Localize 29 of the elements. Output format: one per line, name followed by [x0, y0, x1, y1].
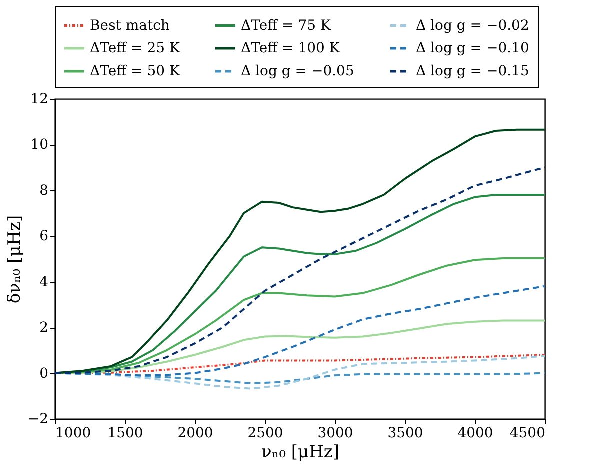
line-series	[54, 285, 546, 377]
x-tick-label: 2500	[248, 426, 284, 442]
legend-label: Δ log g = −0.15	[416, 64, 530, 80]
y-tick-label: 10	[30, 137, 48, 154]
legend-label: Best match	[90, 18, 170, 34]
y-axis-title: δνₙ₀ [μHz]	[4, 215, 25, 304]
legend-label: Δ log g = −0.02	[416, 18, 530, 34]
legend-label: Δ log g = −0.10	[416, 40, 530, 56]
y-tick-label: 12	[30, 92, 48, 108]
x-tick-label: 2000	[178, 426, 214, 442]
y-tick-label: 6	[40, 228, 49, 245]
y-tick-label: −2	[28, 412, 48, 428]
legend-label: ΔTeff = 100 K	[241, 40, 340, 56]
legend-label: ΔTeff = 25 K	[90, 40, 180, 56]
x-tick-label: 4500	[510, 426, 546, 442]
x-tick-label: 3000	[318, 426, 354, 442]
y-tick-label: 2	[40, 320, 48, 336]
legend-label: Δ log g = −0.05	[241, 64, 354, 80]
legend-label: ΔTeff = 50 K	[90, 64, 180, 80]
x-tick-label: 3500	[388, 426, 424, 442]
legend-label: ΔTeff = 75 K	[241, 18, 332, 34]
y-tick-label: 0	[40, 366, 48, 382]
x-axis-title: νₙ₀ [μHz]	[261, 442, 340, 462]
y-tick-label: 4	[40, 274, 49, 290]
x-tick-label: 1000	[56, 426, 92, 442]
x-tick-label: 1500	[108, 426, 144, 442]
line-series	[54, 128, 546, 374]
x-tick-label: 4000	[458, 426, 494, 442]
y-tick-label: 8	[40, 182, 48, 199]
